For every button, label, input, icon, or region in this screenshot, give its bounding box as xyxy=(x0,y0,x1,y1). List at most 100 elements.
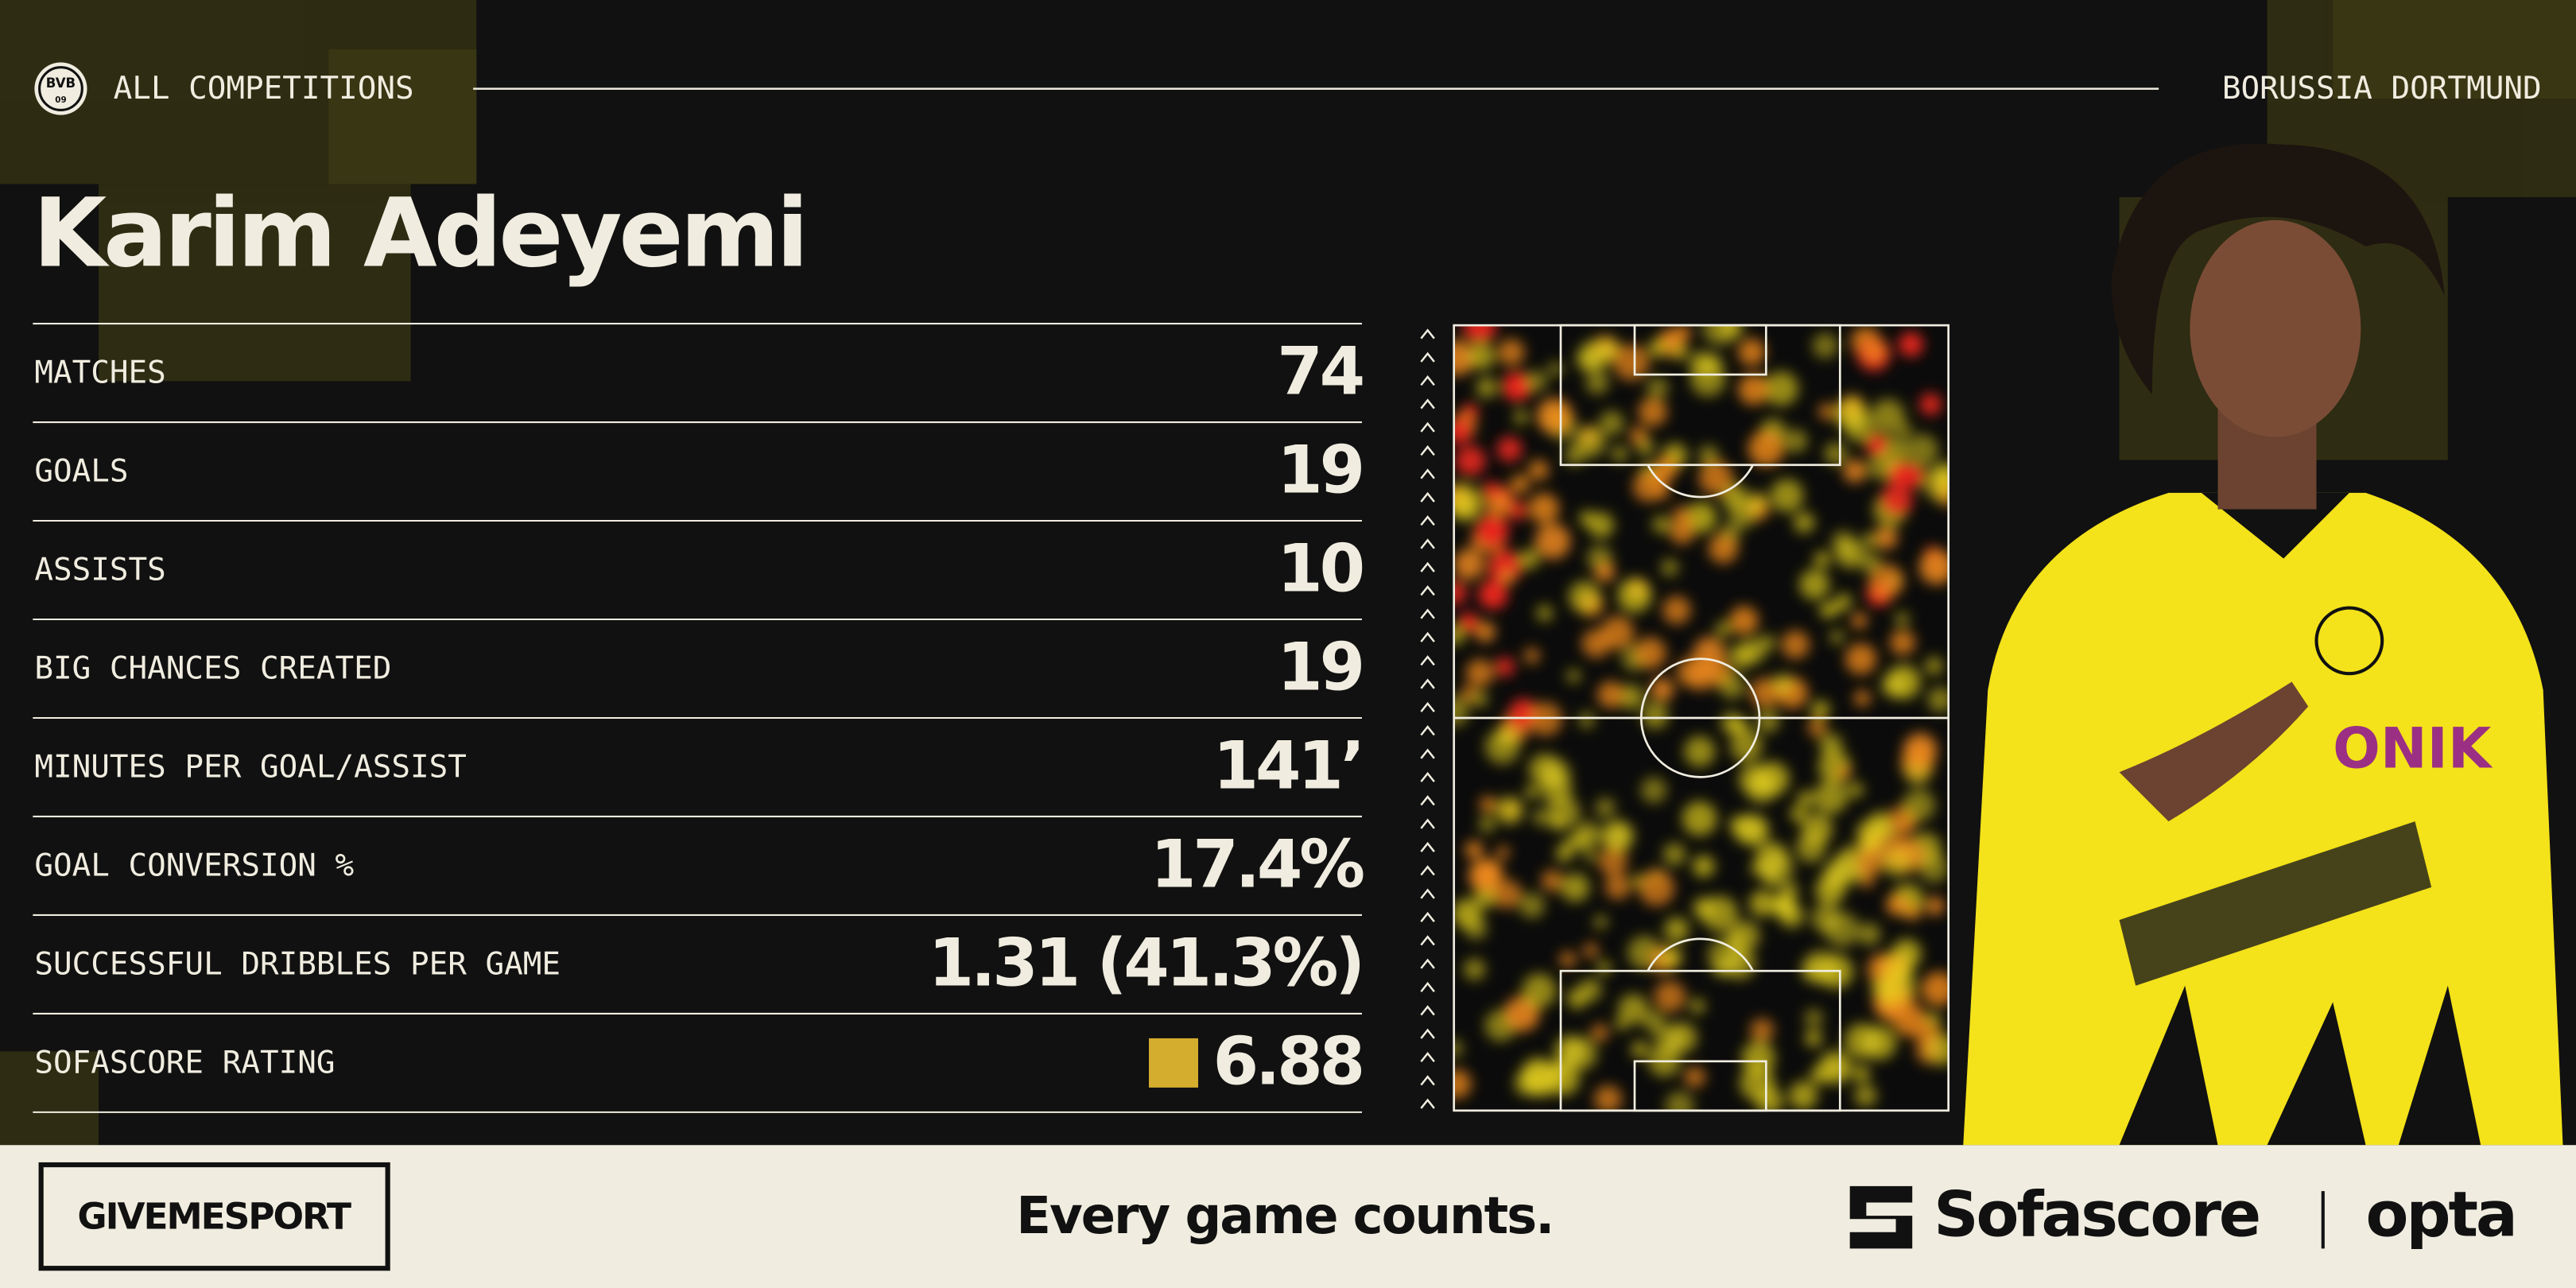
heat-blob xyxy=(1738,814,1770,846)
heat-blob xyxy=(1647,376,1669,399)
heat-blob xyxy=(1698,445,1719,466)
heat-blob xyxy=(1852,1065,1871,1083)
heat-blob xyxy=(1578,978,1602,1002)
heat-blob xyxy=(1502,371,1532,402)
arrow xyxy=(1420,1051,1435,1063)
heat-blob xyxy=(1479,816,1496,832)
footer xyxy=(0,1145,2576,1288)
heat-blob xyxy=(1770,479,1804,513)
arrow xyxy=(1420,538,1435,549)
heat-blob xyxy=(1692,855,1715,878)
heat-blob xyxy=(1819,733,1843,757)
arrow xyxy=(1420,1028,1435,1039)
heat-blob xyxy=(1926,896,1945,916)
heat-blob xyxy=(1495,657,1515,677)
stat-value: 6.88 xyxy=(1213,1023,1362,1100)
heat-blob xyxy=(1759,851,1794,886)
heat-blob xyxy=(1690,361,1726,397)
heat-blob xyxy=(1804,1029,1822,1047)
heat-blob xyxy=(1541,870,1563,892)
heat-blob xyxy=(1664,917,1690,942)
heat-blob xyxy=(1670,519,1695,545)
heat-blob xyxy=(1860,874,1874,888)
arrow xyxy=(1420,701,1435,712)
heat-blob xyxy=(1665,1091,1694,1111)
heat-blob xyxy=(1532,808,1550,826)
heat-blob xyxy=(1865,433,1889,456)
heat-blob xyxy=(1868,453,1894,480)
heat-blob xyxy=(1845,643,1877,675)
heat-blob xyxy=(1738,374,1770,405)
sofascore-logo xyxy=(1849,1185,1913,1249)
heat-blob xyxy=(1511,475,1530,494)
attack-direction xyxy=(1420,328,1435,1109)
heat-blob xyxy=(1801,813,1833,845)
heat-blob xyxy=(1673,344,1688,360)
arrow xyxy=(1420,911,1435,922)
crest-year: 09 xyxy=(55,95,66,105)
heat-blob xyxy=(1662,329,1678,345)
heat-blob xyxy=(1594,1085,1622,1111)
heat-blob xyxy=(1595,797,1616,819)
heat-blob xyxy=(1824,912,1860,947)
heat-blob xyxy=(1501,570,1515,584)
heat-blob xyxy=(1555,844,1573,863)
heat-blob xyxy=(1925,657,1943,675)
stat-value: 19 xyxy=(1277,433,1362,509)
heat-blob xyxy=(1496,729,1513,746)
heat-blob xyxy=(1634,637,1666,669)
heat-blob xyxy=(1793,511,1815,533)
heat-blob xyxy=(1603,822,1631,851)
heat-blob xyxy=(1453,1069,1472,1099)
heat-blob xyxy=(1642,702,1669,729)
heat-blob xyxy=(1858,923,1881,945)
competition: ALL COMPETITIONS xyxy=(114,71,414,107)
stat-value: 74 xyxy=(1277,334,1362,410)
arrow xyxy=(1420,655,1435,666)
heat-blob xyxy=(1659,946,1682,969)
stat-label: ASSISTS xyxy=(34,553,165,588)
heat-blob xyxy=(1574,426,1606,458)
heat-blob xyxy=(1640,777,1667,804)
heat-blob xyxy=(1799,569,1830,600)
heat-blob xyxy=(1926,1033,1949,1066)
heat-blob xyxy=(1666,1022,1697,1053)
arrow xyxy=(1420,421,1435,433)
arrow xyxy=(1420,608,1435,619)
heat-blob xyxy=(1689,998,1705,1014)
heat-blob xyxy=(1880,673,1906,698)
heat-blob xyxy=(1750,1018,1775,1042)
arrow xyxy=(1420,1075,1435,1086)
heat-blob xyxy=(1698,460,1733,495)
heat-blob xyxy=(1906,433,1939,467)
heat-blob xyxy=(1883,950,1914,980)
crest-text: BVB xyxy=(46,76,76,91)
heat-blob xyxy=(1797,790,1814,808)
heat-blob xyxy=(1453,418,1472,444)
crest xyxy=(34,62,87,115)
heat-blob xyxy=(1561,873,1590,902)
heat-blob xyxy=(1771,673,1794,695)
heat-blob xyxy=(1843,459,1867,483)
heat-blob xyxy=(1790,805,1807,823)
heat-blob xyxy=(1824,442,1847,465)
heat-blob xyxy=(1453,549,1484,580)
heat-blob xyxy=(1579,339,1612,372)
heat-blob xyxy=(1456,498,1479,521)
heat-blob xyxy=(1729,606,1759,635)
partner: Sofascore xyxy=(1934,1178,2259,1251)
heat-blob xyxy=(1523,647,1540,664)
heat-blob xyxy=(1597,960,1612,975)
heat-blob xyxy=(1482,481,1499,499)
heat-blob xyxy=(1742,638,1767,663)
heat-blob xyxy=(1496,796,1524,824)
arrow xyxy=(1420,865,1435,876)
heat-blob xyxy=(1478,580,1508,610)
stat-label: GOAL CONVERSION % xyxy=(34,848,354,884)
heat-blob xyxy=(1526,370,1548,392)
heat-blob xyxy=(1631,1041,1649,1058)
heat-blob xyxy=(1686,502,1717,533)
heat-blob xyxy=(1718,325,1744,339)
arrow xyxy=(1420,328,1435,339)
brand-box xyxy=(38,1162,390,1271)
